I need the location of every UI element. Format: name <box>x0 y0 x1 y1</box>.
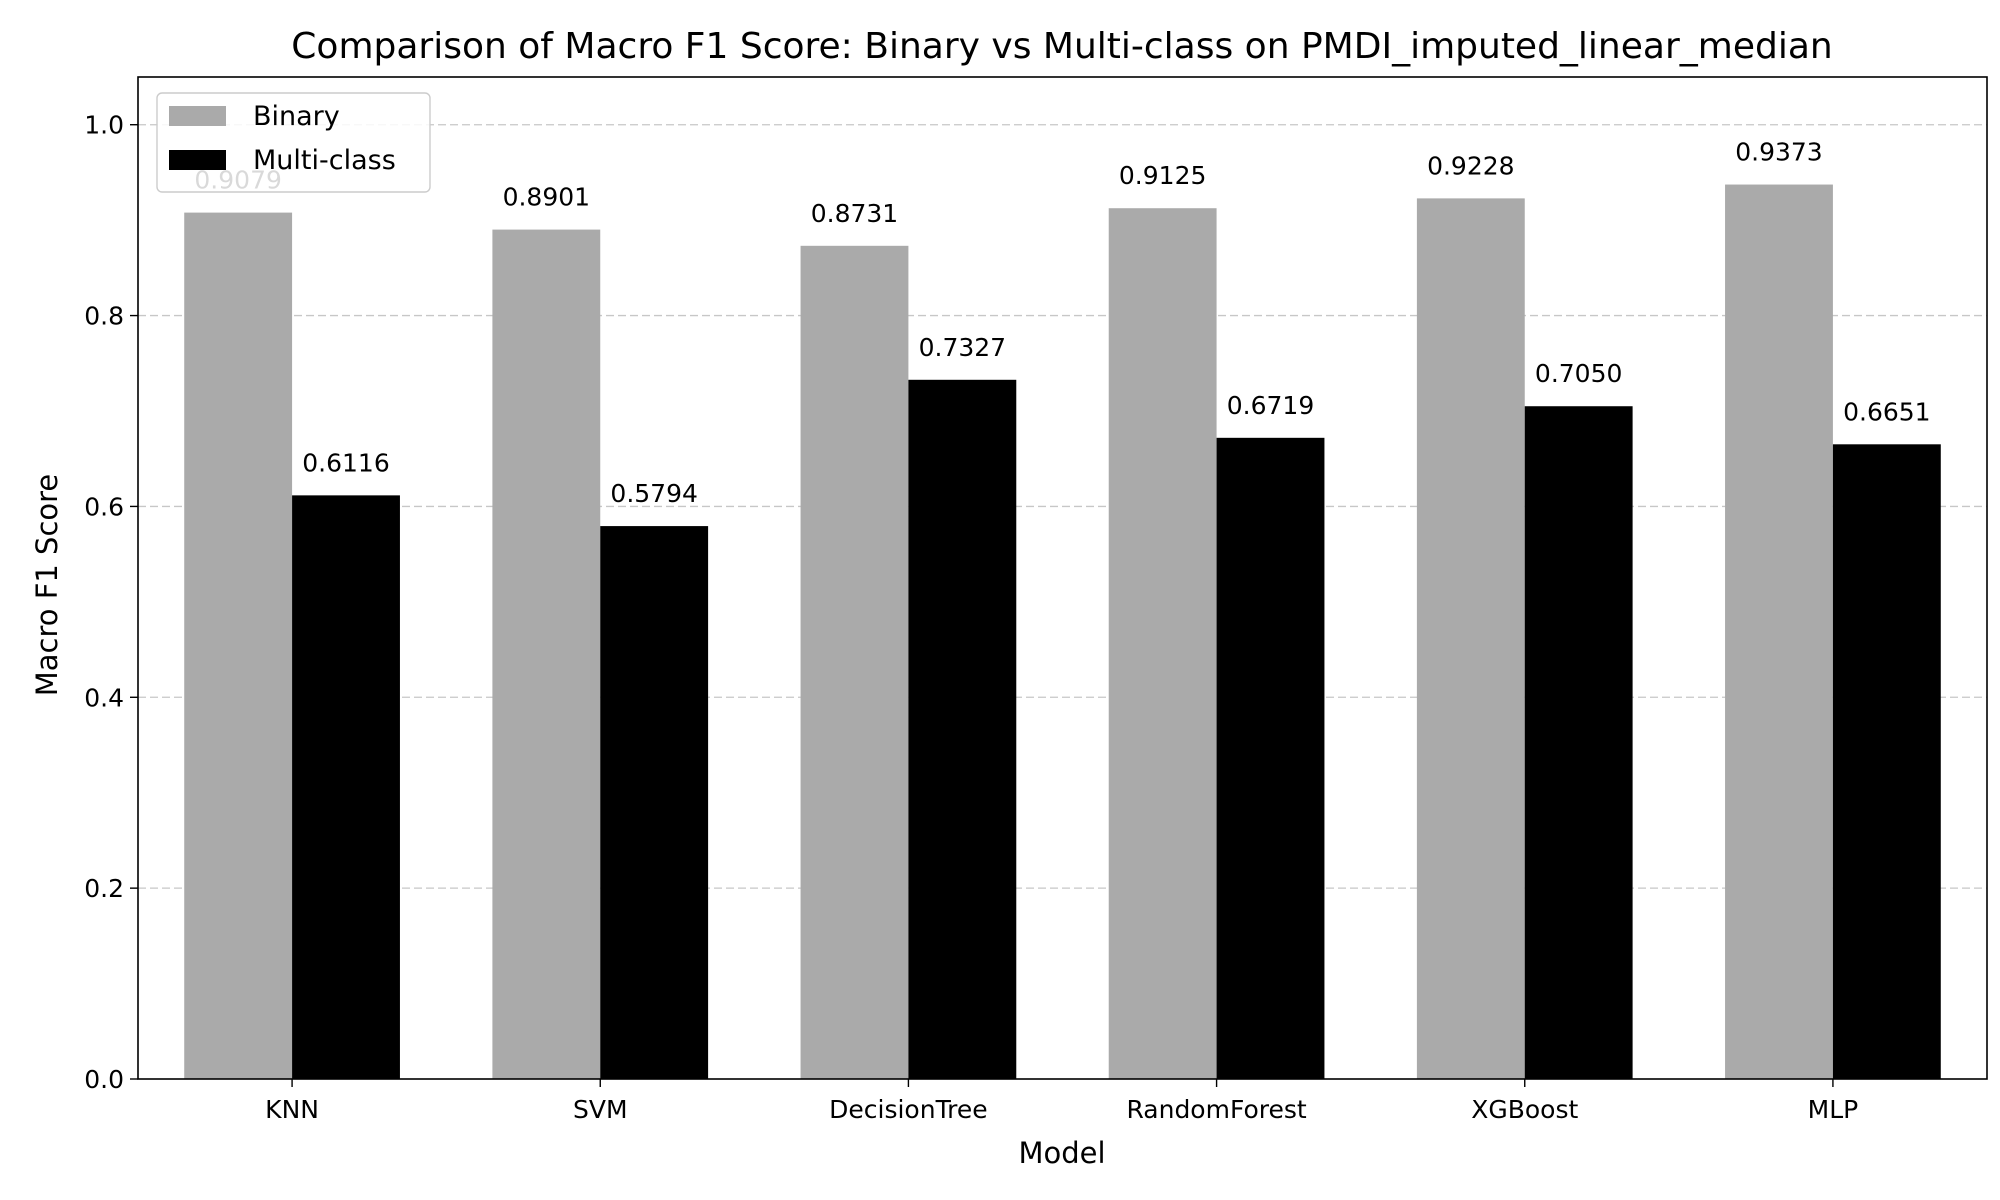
data-label: 0.6719 <box>1227 391 1314 420</box>
grid-lines <box>138 124 1987 889</box>
data-label: 0.9125 <box>1119 161 1206 190</box>
bar-multi-class-svm <box>600 526 709 1079</box>
data-label: 0.9228 <box>1427 151 1514 180</box>
legend-swatch <box>169 150 226 170</box>
y-tick-label: 0.6 <box>84 492 124 521</box>
y-tick-label: 0.2 <box>84 874 124 903</box>
bar-binary-xgboost <box>1416 198 1525 1080</box>
y-tick-label: 0.0 <box>84 1065 124 1094</box>
x-tick-label: SVM <box>573 1095 628 1124</box>
x-axis: KNN SVM DecisionTree RandomForest XGBoost MLP <box>265 1079 1858 1124</box>
data-label: 0.9373 <box>1735 138 1822 167</box>
y-tick-label: 0.8 <box>84 302 124 331</box>
y-axis-label: Macro F1 Score <box>30 474 64 697</box>
data-label: 0.7050 <box>1535 359 1622 388</box>
data-label: 0.5794 <box>610 479 697 508</box>
legend-label: Binary <box>253 101 340 132</box>
x-tick-label: RandomForest <box>1126 1095 1306 1124</box>
data-label: 0.7327 <box>919 333 1006 362</box>
bar-multi-class-xgboost <box>1524 406 1633 1079</box>
legend: Binary Multi-class <box>156 92 431 193</box>
data-label: 0.6651 <box>1843 397 1930 426</box>
legend-swatch <box>169 106 226 126</box>
bar-multi-class-knn <box>292 495 400 1079</box>
bar-binary-knn <box>184 212 293 1079</box>
bar-binary-decisiontree <box>800 245 909 1080</box>
bar-multi-class-randomforest <box>1216 437 1325 1079</box>
chart-title: Comparison of Macro F1 Score: Binary vs … <box>291 26 1832 67</box>
x-tick-label: DecisionTree <box>829 1095 988 1124</box>
y-axis: 0.0 0.2 0.4 0.6 0.8 1.0 <box>84 111 138 1094</box>
bar-binary-mlp <box>1725 184 1833 1080</box>
data-label: 0.6116 <box>302 448 389 477</box>
data-label: 0.8901 <box>503 183 590 212</box>
bar-multi-class-decisiontree <box>908 379 1017 1079</box>
bar-binary-svm <box>492 229 601 1080</box>
plot-frame <box>137 76 1988 1080</box>
x-tick-label: MLP <box>1808 1095 1859 1124</box>
legend-label: Multi-class <box>253 145 396 176</box>
x-tick-label: XGBoost <box>1471 1095 1578 1124</box>
x-axis-label: Model <box>1018 1136 1105 1170</box>
bar-multi-class-mlp <box>1832 444 1941 1079</box>
y-tick-label: 0.4 <box>84 683 124 712</box>
bar-binary-randomforest <box>1108 208 1217 1079</box>
data-label: 0.8731 <box>811 199 898 228</box>
bars <box>184 184 1941 1080</box>
x-tick-label: KNN <box>265 1095 319 1124</box>
y-tick-label: 1.0 <box>84 111 124 140</box>
